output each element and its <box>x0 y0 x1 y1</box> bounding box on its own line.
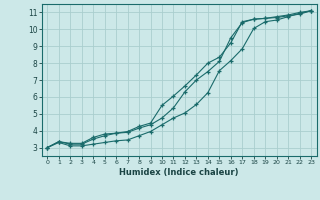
X-axis label: Humidex (Indice chaleur): Humidex (Indice chaleur) <box>119 168 239 177</box>
